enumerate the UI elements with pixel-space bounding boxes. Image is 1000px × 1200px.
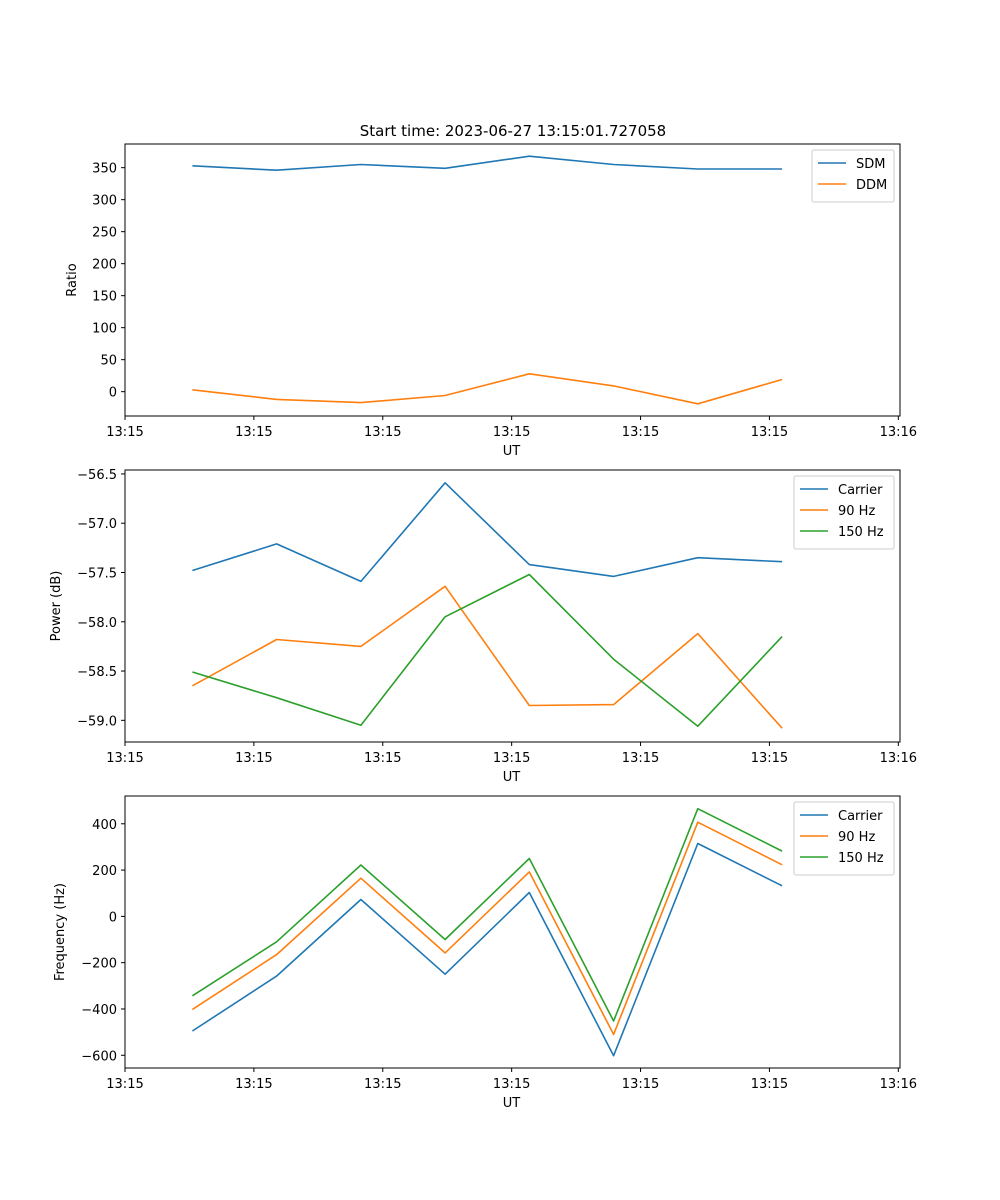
- y-tick-label: 0: [109, 910, 117, 925]
- series-line-sdm: [192, 155, 783, 171]
- x-tick-label: 13:15: [751, 751, 788, 766]
- x-tick-label: 13:15: [106, 1077, 143, 1092]
- y-tick-label: 250: [92, 226, 117, 241]
- legend-label: DDM: [856, 178, 887, 193]
- x-tick-label: 13:16: [880, 751, 917, 766]
- x-axis-label: UT: [503, 770, 521, 785]
- series-line-90-hz: [192, 585, 783, 729]
- y-tick-label: 100: [92, 322, 117, 337]
- subplots: 13:15 13:15 13:15 13:15 13:15 13:15 13:16 0 50 10…: [49, 143, 917, 1111]
- y-tick-label: −58.0: [77, 616, 117, 631]
- legend-label: Carrier: [838, 483, 883, 498]
- x-tick-label: 13:15: [751, 1077, 788, 1092]
- x-tick-label: 13:16: [880, 425, 917, 440]
- series-line-150-hz: [191, 807, 783, 1022]
- x-tick-label: 13:15: [622, 751, 659, 766]
- y-tick-label: −400: [81, 1003, 117, 1018]
- y-tick-label: −600: [81, 1049, 117, 1064]
- legend: Carrier 90 Hz 150 Hz: [793, 475, 895, 550]
- series-line-ddm: [192, 372, 783, 405]
- y-tick-label: 400: [92, 818, 117, 833]
- y-tick-label: −57.5: [77, 566, 117, 581]
- y-axis-label: Frequency (Hz): [53, 883, 68, 981]
- x-axis-label: UT: [503, 1096, 521, 1111]
- legend-label: 150 Hz: [838, 525, 884, 540]
- legend-label: 150 Hz: [838, 851, 884, 866]
- legend-label: SDM: [856, 157, 885, 172]
- subplot-3: 13:15 13:15 13:15 13:15 13:15 13:15 13:16 400 20…: [53, 795, 917, 1111]
- axes-frame: [124, 469, 901, 743]
- x-axis-label: UT: [503, 444, 521, 459]
- x-tick-label: 13:15: [364, 751, 401, 766]
- series-line-carrier: [191, 842, 783, 1057]
- x-tick-label: 13:15: [235, 1077, 272, 1092]
- x-tick-label: 13:15: [493, 751, 530, 766]
- y-axis-label: Ratio: [65, 263, 80, 296]
- legend-label: Carrier: [838, 809, 883, 824]
- y-axis-label: Power (dB): [49, 571, 64, 642]
- x-tick-label: 13:15: [622, 425, 659, 440]
- y-tick-label: −56.5: [77, 468, 117, 483]
- legend-label: 90 Hz: [838, 504, 875, 519]
- axes-frame: [124, 795, 901, 1069]
- legend-label: 90 Hz: [838, 830, 875, 845]
- legend: SDM DDM: [811, 149, 895, 203]
- series-line-carrier: [192, 481, 783, 583]
- y-tick-label: −59.0: [77, 714, 117, 729]
- x-tick-label: 13:15: [106, 751, 143, 766]
- y-tick-label: 0: [109, 386, 117, 401]
- legend: Carrier 90 Hz 150 Hz: [793, 801, 895, 876]
- y-tick-label: −58.5: [77, 665, 117, 680]
- y-tick-label: 200: [92, 864, 117, 879]
- y-tick-label: −200: [81, 957, 117, 972]
- x-tick-label: 13:15: [364, 1077, 401, 1092]
- axes-frame: [124, 143, 901, 417]
- series-line-90-hz: [191, 821, 783, 1036]
- x-tick-label: 13:15: [751, 425, 788, 440]
- x-tick-label: 13:15: [493, 425, 530, 440]
- y-tick-label: −57.0: [77, 517, 117, 532]
- x-tick-label: 13:15: [364, 425, 401, 440]
- y-tick-label: 150: [92, 290, 117, 305]
- y-tick-label: 300: [92, 194, 117, 209]
- y-tick-label: 350: [92, 162, 117, 177]
- x-tick-label: 13:15: [493, 1077, 530, 1092]
- chart-title: Start time: 2023-06-27 13:15:01.727058: [360, 122, 666, 140]
- subplot-2: 13:15 13:15 13:15 13:15 13:15 13:15 13:16 −56.5…: [49, 468, 917, 785]
- x-tick-label: 13:15: [106, 425, 143, 440]
- x-tick-label: 13:15: [235, 751, 272, 766]
- series-line-150-hz: [192, 573, 783, 728]
- y-tick-label: 50: [100, 354, 117, 369]
- subplot-1: 13:15 13:15 13:15 13:15 13:15 13:15 13:16 0 50 10…: [65, 143, 917, 459]
- x-tick-label: 13:15: [235, 425, 272, 440]
- y-tick-label: 200: [92, 258, 117, 273]
- x-tick-label: 13:16: [880, 1077, 917, 1092]
- x-tick-label: 13:15: [622, 1077, 659, 1092]
